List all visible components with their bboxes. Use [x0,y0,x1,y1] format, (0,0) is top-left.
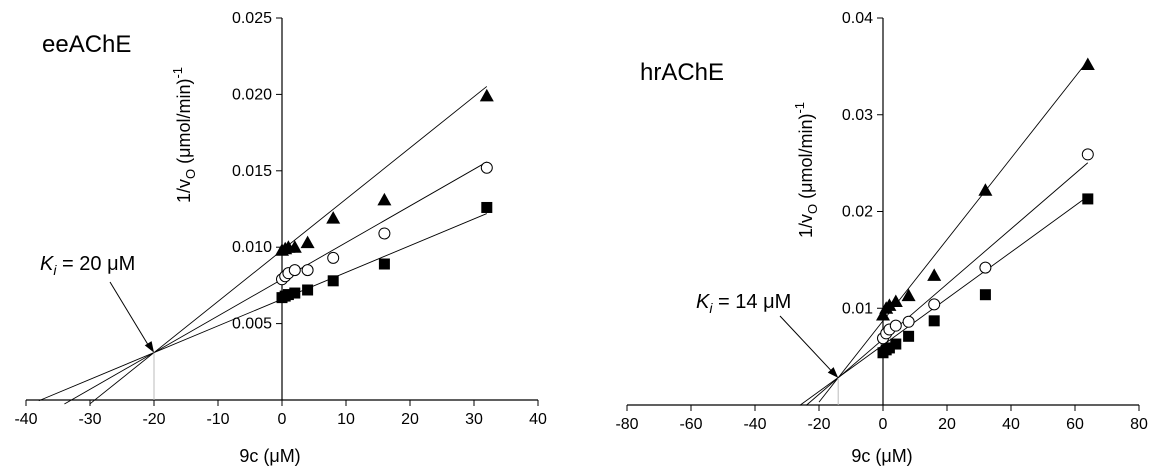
x-tick-label: -60 [679,416,702,433]
x-tick-label: 80 [1130,416,1148,433]
y-tick-label: 0.03 [842,107,873,124]
circle-marker [378,227,391,240]
ki-arrow-line [109,281,152,350]
triangle-marker [377,192,392,206]
triangle-marker [888,294,903,307]
y-tick-label: 0.04 [842,10,873,27]
y-tick-label: 0.015 [232,163,272,180]
fit-line [818,60,1089,403]
x-tick-label: -30 [78,411,101,428]
x-tick-label: -40 [743,416,766,433]
y-tick-label: 0.02 [842,204,873,221]
y-axis-title-hrache: 1/vO (μmol/min)-1 [792,102,820,238]
circle-marker [288,264,301,277]
ki-annotation-eeache: Ki = 20 μM [40,253,135,278]
x-axis-title-hrache: 9c (μM) [851,446,912,466]
y-tick-label: 0.010 [232,239,272,256]
circle-marker [301,264,314,277]
fit-line [38,213,487,402]
x-tick-label: 0 [879,416,888,433]
triangle-marker [1080,57,1095,70]
x-tick-label: 40 [529,411,547,428]
eeache-panel: eeAChE 9c (μM) 1/vO (μmol/min)-1 Ki = 20… [14,10,547,466]
square-marker [481,201,493,213]
ki-arrow-head [144,341,154,353]
square-marker [327,275,339,287]
x-tick-label: 40 [1002,416,1020,433]
y-axis-title-eeache: 1/vO (μmol/min)-1 [170,67,198,203]
fit-line [64,161,488,405]
square-marker [928,315,940,327]
hrache-panel: hrAChE 9c (μM) 1/vO (μmol/min)-1 Ki = 14… [615,10,1148,466]
circle-marker [327,251,340,264]
x-tick-label: 20 [938,416,956,433]
square-marker [890,338,902,350]
square-marker [302,284,314,296]
square-marker [378,258,390,270]
ki-arrow-line [779,315,836,376]
y-tick-label: 0.01 [842,300,873,317]
x-axis-title-eeache: 9c (μM) [239,446,300,466]
x-tick-label: -80 [615,416,638,433]
x-tick-label: 20 [401,411,419,428]
circle-marker [1081,148,1094,161]
y-tick-label: 0.025 [232,10,272,27]
triangle-marker [927,268,942,281]
square-marker [289,287,301,299]
triangle-marker [479,88,494,102]
triangle-marker [287,240,302,253]
y-tick-label: 0.020 [232,86,272,103]
square-marker [1082,193,1094,205]
x-tick-label: -20 [807,416,830,433]
x-tick-label: 10 [337,411,355,428]
square-marker [282,289,294,301]
circle-marker [979,261,992,274]
x-tick-label: -40 [14,411,37,428]
x-tick-label: 30 [465,411,483,428]
ki-arrow-head [827,367,839,378]
y-tick-label: 0.005 [232,316,272,333]
fit-line [799,196,1089,406]
square-marker [883,342,895,354]
x-tick-label: -10 [206,411,229,428]
x-tick-label: -20 [142,411,165,428]
circle-marker [928,298,941,311]
fit-line [805,162,1089,406]
circle-marker [902,315,915,328]
triangle-marker [326,211,341,224]
x-tick-label: 0 [278,411,287,428]
triangle-marker [876,308,890,321]
square-marker [979,289,991,301]
triangle-marker [901,288,916,302]
triangle-marker [882,298,897,311]
square-marker [903,330,915,342]
circle-marker [889,319,902,332]
panel-title-eeache: eeAChE [42,31,131,58]
x-tick-label: 60 [1066,416,1084,433]
ki-annotation-hrache: Ki = 14 μM [696,291,791,316]
panel-title-hrache: hrAChE [640,59,724,86]
triangle-marker [978,183,993,196]
triangle-marker [300,235,315,249]
circle-marker [480,161,493,174]
